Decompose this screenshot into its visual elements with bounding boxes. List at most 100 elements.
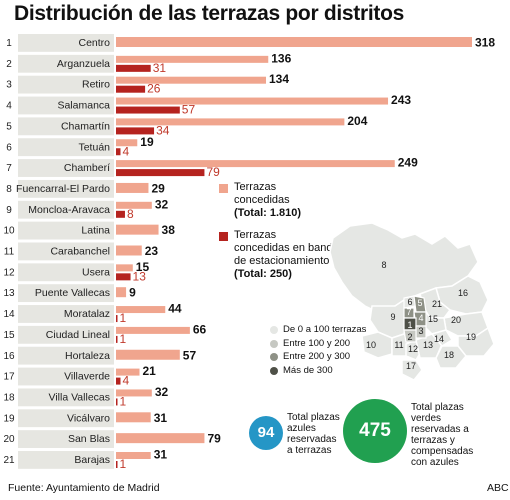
district-name: Moratalaz	[64, 308, 110, 320]
data-label-terrazas-concedidas: 243	[391, 93, 411, 107]
green-total-line: terrazas y	[411, 435, 455, 446]
map-legend-label: Entre 200 y 300	[283, 351, 351, 362]
map-district-2	[403, 329, 417, 343]
row-number: 2	[6, 59, 12, 70]
data-label-terrazas-concedidas: 32	[155, 197, 169, 211]
green-total-text: Total plazas verdes reservadas a terraza…	[411, 402, 473, 468]
legend-text: Terrazas	[234, 181, 277, 193]
data-label-terrazas-banda: 1	[120, 332, 127, 346]
data-label-terrazas-banda: 31	[153, 61, 167, 75]
bar-terrazas-concedidas	[116, 389, 152, 397]
data-label-terrazas-concedidas: 66	[193, 322, 207, 336]
map-district-label: 18	[444, 350, 454, 360]
bar-terrazas-banda	[116, 64, 151, 72]
blue-total-line: azules	[287, 423, 316, 434]
bar-terrazas-banda	[116, 85, 146, 93]
data-label-terrazas-banda: 1	[120, 394, 127, 408]
district-label-box	[18, 409, 114, 428]
bar-terrazas-concedidas	[116, 76, 267, 84]
row-number: 15	[3, 330, 15, 341]
legend-total: (Total: 1.810)	[234, 207, 302, 219]
district-name: Centro	[78, 37, 110, 49]
district-name: Retiro	[82, 79, 110, 91]
legend-text: concedidas	[234, 194, 290, 206]
data-label-terrazas-concedidas: 38	[162, 223, 176, 237]
map-legend-dot	[270, 353, 278, 361]
green-total-line: reservadas a	[411, 424, 469, 435]
data-label-terrazas-banda: 8	[127, 207, 134, 221]
map-legend-item: Entre 200 y 300	[270, 350, 366, 364]
data-label-terrazas-concedidas: 249	[398, 156, 418, 170]
data-label-terrazas-concedidas: 318	[475, 36, 495, 50]
row-number: 1	[6, 38, 12, 49]
data-label-terrazas-concedidas: 9	[129, 286, 136, 300]
bar-terrazas-concedidas	[116, 182, 149, 193]
row-number: 13	[3, 288, 15, 299]
row-number: 10	[3, 226, 15, 237]
bar-terrazas-concedidas	[116, 306, 166, 314]
row-number: 7	[6, 163, 12, 174]
district-label-box	[18, 305, 114, 323]
data-label-terrazas-banda: 34	[156, 123, 170, 137]
district-label-box	[18, 325, 114, 344]
bar-terrazas-banda	[116, 315, 118, 323]
bar-terrazas-banda	[116, 106, 180, 114]
bar-terrazas-concedidas	[116, 245, 142, 256]
district-name: Carabanchel	[50, 246, 110, 258]
district-label-box	[18, 200, 114, 219]
district-label-box	[18, 159, 114, 177]
district-label-box	[18, 34, 114, 52]
legend-swatch-banda	[219, 232, 228, 241]
district-name: San Blas	[68, 433, 110, 445]
data-label-terrazas-banda: 4	[122, 144, 129, 158]
district-label-box	[18, 96, 114, 115]
data-label-terrazas-banda: 1	[120, 311, 127, 325]
bar-terrazas-banda	[116, 377, 121, 385]
bar-terrazas-concedidas	[116, 264, 133, 272]
map-legend-label: Más de 300	[283, 364, 333, 376]
row-number: 16	[3, 351, 15, 362]
legend-text: de estacionamiento	[234, 255, 330, 267]
map-district-label: 14	[434, 334, 444, 344]
bar-terrazas-concedidas	[116, 160, 395, 168]
bar-terrazas-concedidas	[116, 118, 345, 126]
map-district-14	[430, 329, 454, 347]
map-district-label: 9	[390, 312, 395, 322]
row-number: 14	[3, 309, 15, 320]
bar-terrazas-concedidas	[116, 287, 127, 298]
bar-terrazas-concedidas	[116, 97, 389, 105]
source-note: Fuente: Ayuntamiento de Madrid	[8, 482, 160, 494]
green-total-line: compensadas	[411, 446, 474, 457]
bar-terrazas-banda	[116, 127, 155, 135]
map-district-label: 20	[451, 315, 461, 325]
district-name: Latina	[81, 225, 110, 237]
row-number: 6	[6, 142, 12, 153]
bar-terrazas-concedidas	[116, 37, 472, 47]
data-label-terrazas-concedidas: 136	[271, 51, 291, 65]
district-name: Villa Vallecas	[49, 391, 110, 403]
bar-terrazas-banda	[116, 398, 118, 406]
data-label-terrazas-concedidas: 29	[151, 181, 165, 195]
map-district-label: 5	[417, 298, 422, 308]
legend-text: Terrazas	[234, 229, 277, 241]
map-district-label: 2	[407, 332, 412, 342]
district-label-box	[18, 263, 114, 282]
legend-item-banda: Terrazas concedidas en banda de estacion…	[219, 229, 339, 281]
district-name: Ciudad Lineal	[46, 329, 110, 341]
district-label-box	[18, 138, 114, 157]
row-number: 18	[3, 392, 15, 403]
district-label-box	[18, 221, 114, 240]
bar-terrazas-banda	[116, 335, 118, 343]
data-label-terrazas-banda: 79	[206, 165, 220, 179]
row-number: 8	[6, 184, 12, 195]
bar-terrazas-concedidas	[116, 452, 151, 459]
row-number: 11	[4, 247, 15, 258]
district-name: Fuencarral-El Pardo	[16, 183, 110, 195]
bar-terrazas-banda	[116, 210, 125, 218]
map-district-label: 12	[408, 344, 418, 354]
district-name: Vicálvaro	[67, 412, 110, 424]
green-total-line: verdes	[411, 413, 442, 424]
district-label-box	[18, 242, 114, 261]
